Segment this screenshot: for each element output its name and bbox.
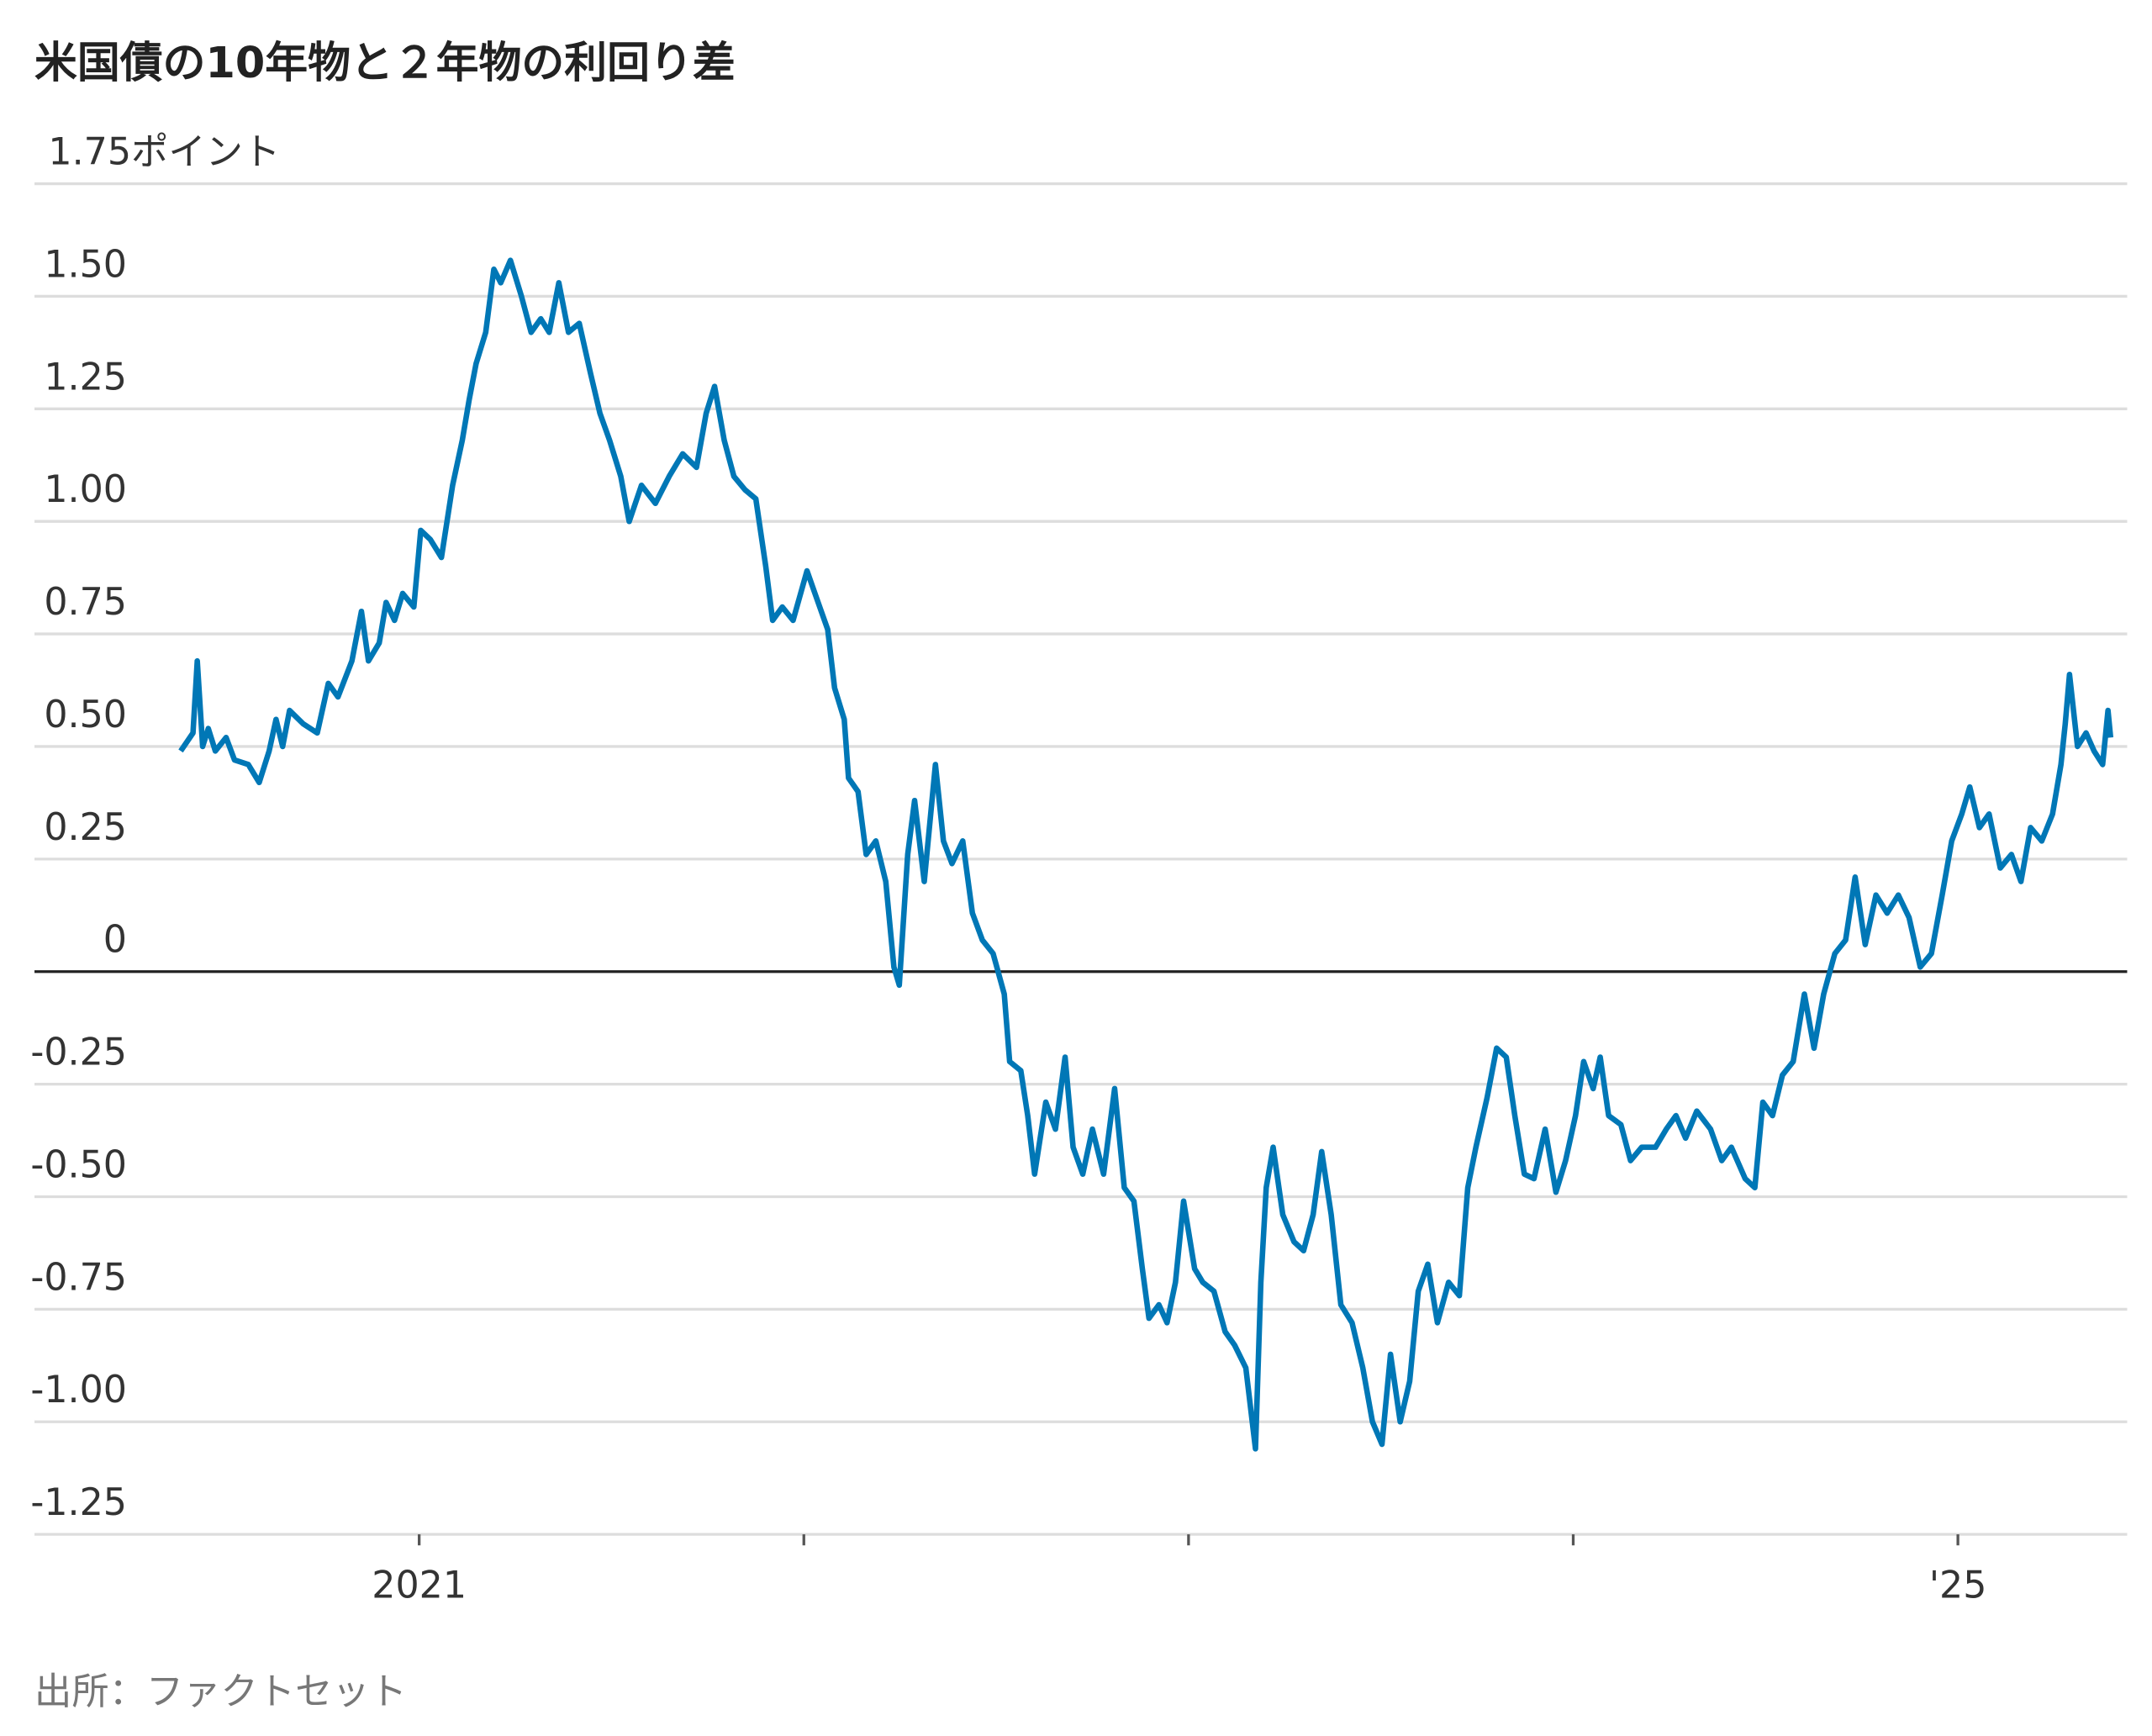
chart-title: 米国債の10年物と２年物の利回り差: [34, 38, 736, 87]
y-tick-label: -0.25: [30, 1032, 127, 1074]
y-tick-label: -1.25: [30, 1481, 127, 1524]
y-tick-label: 1.25: [44, 356, 127, 398]
y-tick-label: 1.00: [44, 468, 127, 511]
x-tick-label: '25: [1929, 1565, 1987, 1607]
y-tick-label: -1.00: [30, 1369, 127, 1411]
y-tick-label: -0.50: [30, 1144, 127, 1187]
x-tick-label: 2021: [372, 1565, 467, 1607]
y-tick-label: 0.25: [44, 806, 127, 849]
source: 出所：ファクトセット: [34, 1670, 407, 1713]
y-tick-label: 1.50: [44, 243, 127, 286]
y-tick-label: 1.75ポイント: [48, 131, 280, 174]
y-tick-label: 0: [103, 919, 127, 962]
y-tick-label: 0.50: [44, 694, 127, 736]
data-line: [178, 257, 2114, 1452]
y-tick-label: 0.75: [44, 581, 127, 624]
y-tick-label: -0.75: [30, 1256, 127, 1299]
